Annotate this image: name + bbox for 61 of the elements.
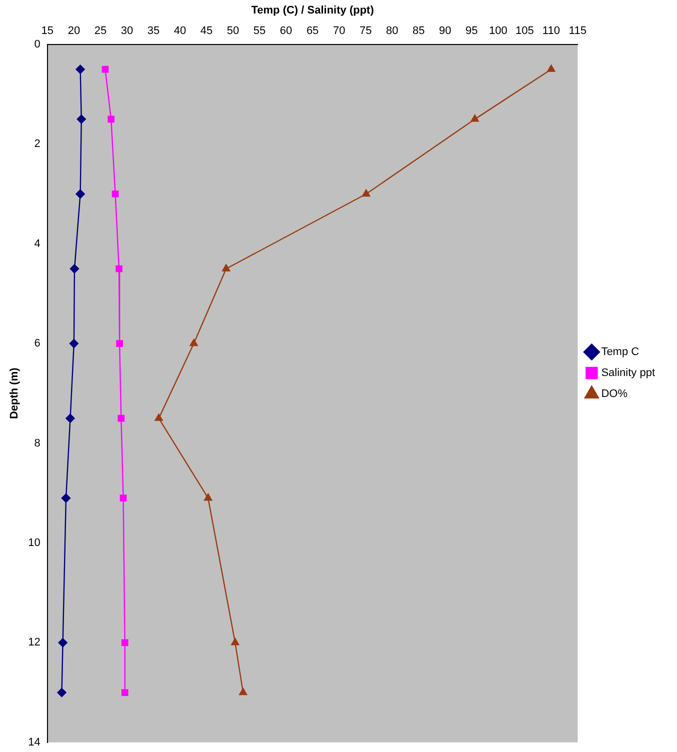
legend-label: DO% [601, 388, 628, 400]
y-tick-label: 6 [34, 338, 40, 350]
x-tick-label: 80 [386, 24, 398, 37]
point [76, 64, 85, 74]
point [57, 688, 66, 698]
x-tick-label: 95 [466, 24, 478, 37]
legend-label: Temp C [601, 346, 640, 358]
point [121, 689, 128, 696]
point [222, 264, 230, 272]
x-tick-label: 85 [412, 24, 425, 37]
x-tick-label: 75 [359, 24, 372, 37]
y-tick-label: 2 [34, 138, 40, 150]
point [204, 494, 212, 501]
x-tick-label: 60 [280, 24, 292, 37]
point [112, 190, 119, 198]
point [69, 338, 79, 348]
point [108, 116, 114, 123]
y-tick-label: 4 [34, 238, 40, 250]
x-axis-title: Temp (C) / Salinity (ppt) [251, 4, 374, 17]
point [116, 265, 122, 272]
y-tick-label: 10 [28, 537, 40, 550]
x-tick-label: 115 [568, 24, 586, 37]
point [116, 340, 123, 347]
point [362, 189, 370, 197]
y-tick-label: 12 [28, 636, 40, 649]
y-tick-label: 0 [34, 38, 40, 50]
point [58, 638, 68, 648]
point [154, 414, 163, 421]
x-tick-label: 100 [488, 24, 508, 37]
point [76, 114, 86, 124]
point [121, 639, 128, 646]
point [547, 64, 556, 72]
point [231, 638, 240, 646]
x-tick-label: 35 [147, 24, 160, 37]
x-tick-label: 110 [542, 24, 560, 37]
x-tick-label: 15 [41, 24, 54, 37]
legend-label: Salinity ppt [601, 367, 656, 380]
x-tick-label: 90 [439, 24, 452, 37]
x-tick-label: 40 [174, 24, 186, 37]
point [470, 114, 479, 122]
x-tick-label: 25 [94, 24, 107, 37]
x-tick-label: 45 [200, 24, 213, 37]
point [70, 264, 80, 274]
x-tick-label: 20 [68, 24, 80, 37]
x-tick-label: 50 [226, 24, 240, 37]
y-axis-title: Depth (m) [8, 367, 21, 420]
point [66, 414, 75, 423]
point [239, 688, 248, 696]
y-tick-label: 8 [34, 437, 40, 450]
point [120, 494, 127, 502]
point [190, 338, 198, 346]
x-tick-label: 65 [306, 24, 319, 37]
point [61, 494, 71, 503]
point [102, 66, 109, 73]
x-tick-label: 55 [253, 24, 266, 37]
x-tick-label: 105 [515, 24, 534, 37]
x-tick-label: 70 [332, 24, 346, 37]
point [76, 189, 85, 199]
y-tick-label: 14 [28, 736, 40, 748]
x-tick-label: 30 [120, 24, 134, 37]
point [118, 414, 125, 422]
